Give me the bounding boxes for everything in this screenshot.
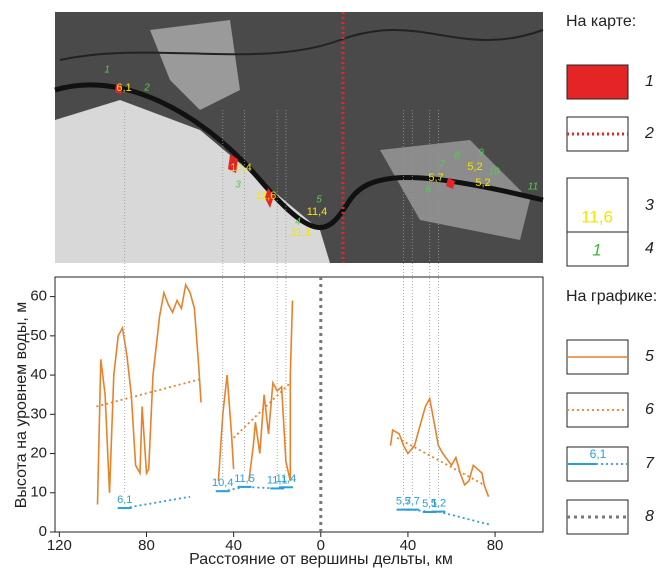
map-level-label: 5,2 [467, 161, 482, 173]
map-channel [59, 29, 544, 61]
legend-box [566, 177, 629, 235]
x-axis-title: Расстояние от вершины дельты, км [189, 551, 453, 568]
map-plain [380, 140, 530, 240]
map-level-label: 10,4 [230, 162, 251, 174]
x-tick-label: 80 [487, 537, 504, 554]
legend-number: 2 [644, 125, 654, 142]
legend-number: 1 [645, 73, 654, 90]
water-level-label: 11,1 [267, 474, 288, 486]
water-level-label: 10,4 [212, 477, 233, 489]
x-tick-label: 80 [138, 537, 155, 554]
map-profile-label: 2 [143, 83, 150, 94]
legend-heading: На графике: [566, 288, 657, 305]
map-profile-label: 4 [295, 217, 301, 228]
legend-number: 7 [645, 455, 655, 472]
x-tick-label: 120 [47, 537, 72, 554]
map-profile-label: 6 [425, 185, 431, 196]
water-level-label: 6,1 [117, 494, 132, 506]
map-level-label: 11,6 [256, 190, 277, 202]
map-level-label: 5,7 [428, 172, 443, 184]
legend-number: 3 [645, 197, 654, 214]
legend-number: 5 [645, 348, 654, 365]
water-level-label: 5,7 [405, 496, 420, 508]
map [54, 12, 544, 263]
water-level-label: 5,7 [396, 496, 411, 508]
x-tick-label: 0 [317, 537, 325, 554]
y-tick-label: 50 [30, 327, 47, 344]
map-level-label: 5,2 [475, 177, 490, 189]
y-tick-label: 10 [30, 484, 47, 501]
legend-number: 4 [645, 240, 654, 257]
legend-box [566, 64, 629, 100]
y-axis-title: Высота на уровнем воды, м [13, 302, 30, 508]
map-profile-label: 1 [104, 65, 110, 76]
legend-heading: На карте: [566, 13, 636, 30]
legend-sample: 6,1 [590, 447, 607, 461]
water-level-label: 11,5 [234, 473, 255, 485]
map-profile-label: 10 [488, 167, 500, 178]
map-profile-label: 5 [316, 195, 322, 206]
map-level-label: 11,4 [307, 206, 328, 218]
map-plain [150, 20, 240, 110]
map-level-label: 6,1 [116, 82, 131, 94]
water-level-label: 5,2 [431, 498, 446, 510]
map-profile-label: 11 [528, 182, 538, 193]
legend-sample: 11,6 [581, 207, 613, 226]
map-profile-label: 9 [478, 148, 484, 159]
water-level-label: 5,1 [422, 498, 437, 510]
y-tick-label: 60 [30, 288, 47, 305]
legend-number: 8 [645, 508, 654, 525]
x-tick-label: 40 [400, 537, 417, 554]
legend-number: 6 [645, 401, 654, 418]
legend-box [566, 231, 629, 267]
profile-line [96, 282, 490, 505]
y-tick-label: 20 [30, 445, 47, 462]
map-profile-label: 7 [439, 160, 445, 171]
y-tick-label: 0 [39, 523, 47, 540]
y-tick-label: 40 [30, 366, 47, 383]
legend-sample: 1 [592, 240, 601, 259]
map-profile-label: 8 [454, 151, 460, 162]
water-level-label: 11,4 [276, 473, 297, 485]
plot-frame [54, 276, 544, 533]
map-river [54, 82, 544, 230]
map-level-label: 11,1 [291, 227, 312, 239]
trend-line [96, 378, 485, 486]
map-upland [55, 100, 330, 263]
y-tick-label: 30 [30, 405, 47, 422]
map-profile-label: 3 [235, 180, 241, 191]
x-tick-label: 40 [225, 537, 242, 554]
